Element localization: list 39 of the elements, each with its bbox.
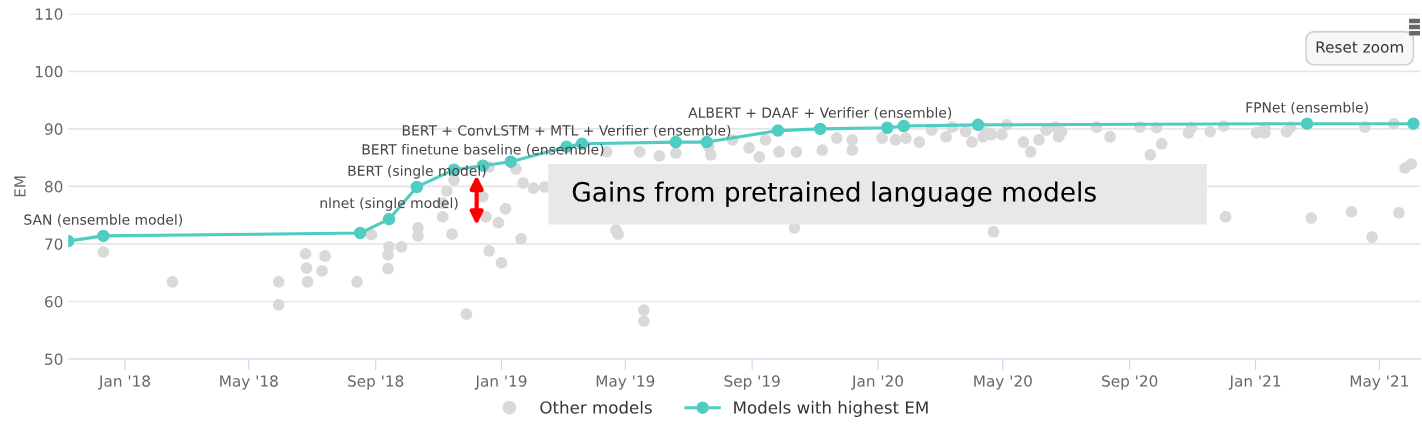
y-tick-label: 80 — [44, 180, 63, 193]
x-tick-label: Sep '18 — [348, 375, 404, 390]
point — [353, 226, 367, 240]
y-axis-title: EM — [14, 176, 26, 197]
point — [410, 180, 424, 194]
point — [504, 155, 518, 168]
y-tick-label: 110 — [35, 8, 63, 20]
x-tick-label: Jan '19 — [474, 375, 527, 390]
x-tick-label: Jan '18 — [98, 375, 150, 390]
point — [813, 122, 827, 136]
x-tick-label: May '21 — [1350, 375, 1408, 390]
annotation: FPNet (ensemble) — [1246, 101, 1368, 115]
point — [382, 212, 396, 226]
x-tick-label: Sep '19 — [724, 375, 780, 390]
x-tick-label: Sep '20 — [1102, 375, 1158, 390]
y-tick-label: 100 — [35, 65, 63, 78]
x-tick-label: May '20 — [974, 375, 1032, 390]
annotation: SAN (ensemble model) — [24, 214, 183, 227]
y-tick-label: 90 — [44, 123, 63, 135]
y-tick-label: 70 — [45, 238, 63, 250]
annotation: BERT + ConvLSTM + MTL + Verifier (ensemble) — [402, 124, 731, 138]
point — [1407, 117, 1420, 130]
y-tick-label: 50 — [45, 353, 63, 366]
y-tick-label: 60 — [45, 295, 63, 308]
x-tick-label: Jan '20 — [851, 375, 904, 390]
x-tick-label: May '18 — [220, 375, 278, 390]
point — [971, 118, 985, 132]
x-tick-label: Jan '21 — [1228, 375, 1281, 390]
point — [897, 119, 911, 133]
point — [97, 229, 110, 243]
legend-label: Models with highest EM — [734, 400, 928, 417]
point — [771, 124, 785, 137]
legend-label: Other models — [540, 400, 652, 414]
annotation: ALBERT + DAAF + Verifier (ensemble) — [688, 107, 952, 120]
point — [1300, 117, 1314, 130]
point — [881, 121, 894, 134]
annotation: Gains from pretrained language models — [572, 181, 1096, 207]
annotation: Reset zoom — [1316, 41, 1403, 53]
x-tick-label: May '19 — [596, 375, 655, 390]
